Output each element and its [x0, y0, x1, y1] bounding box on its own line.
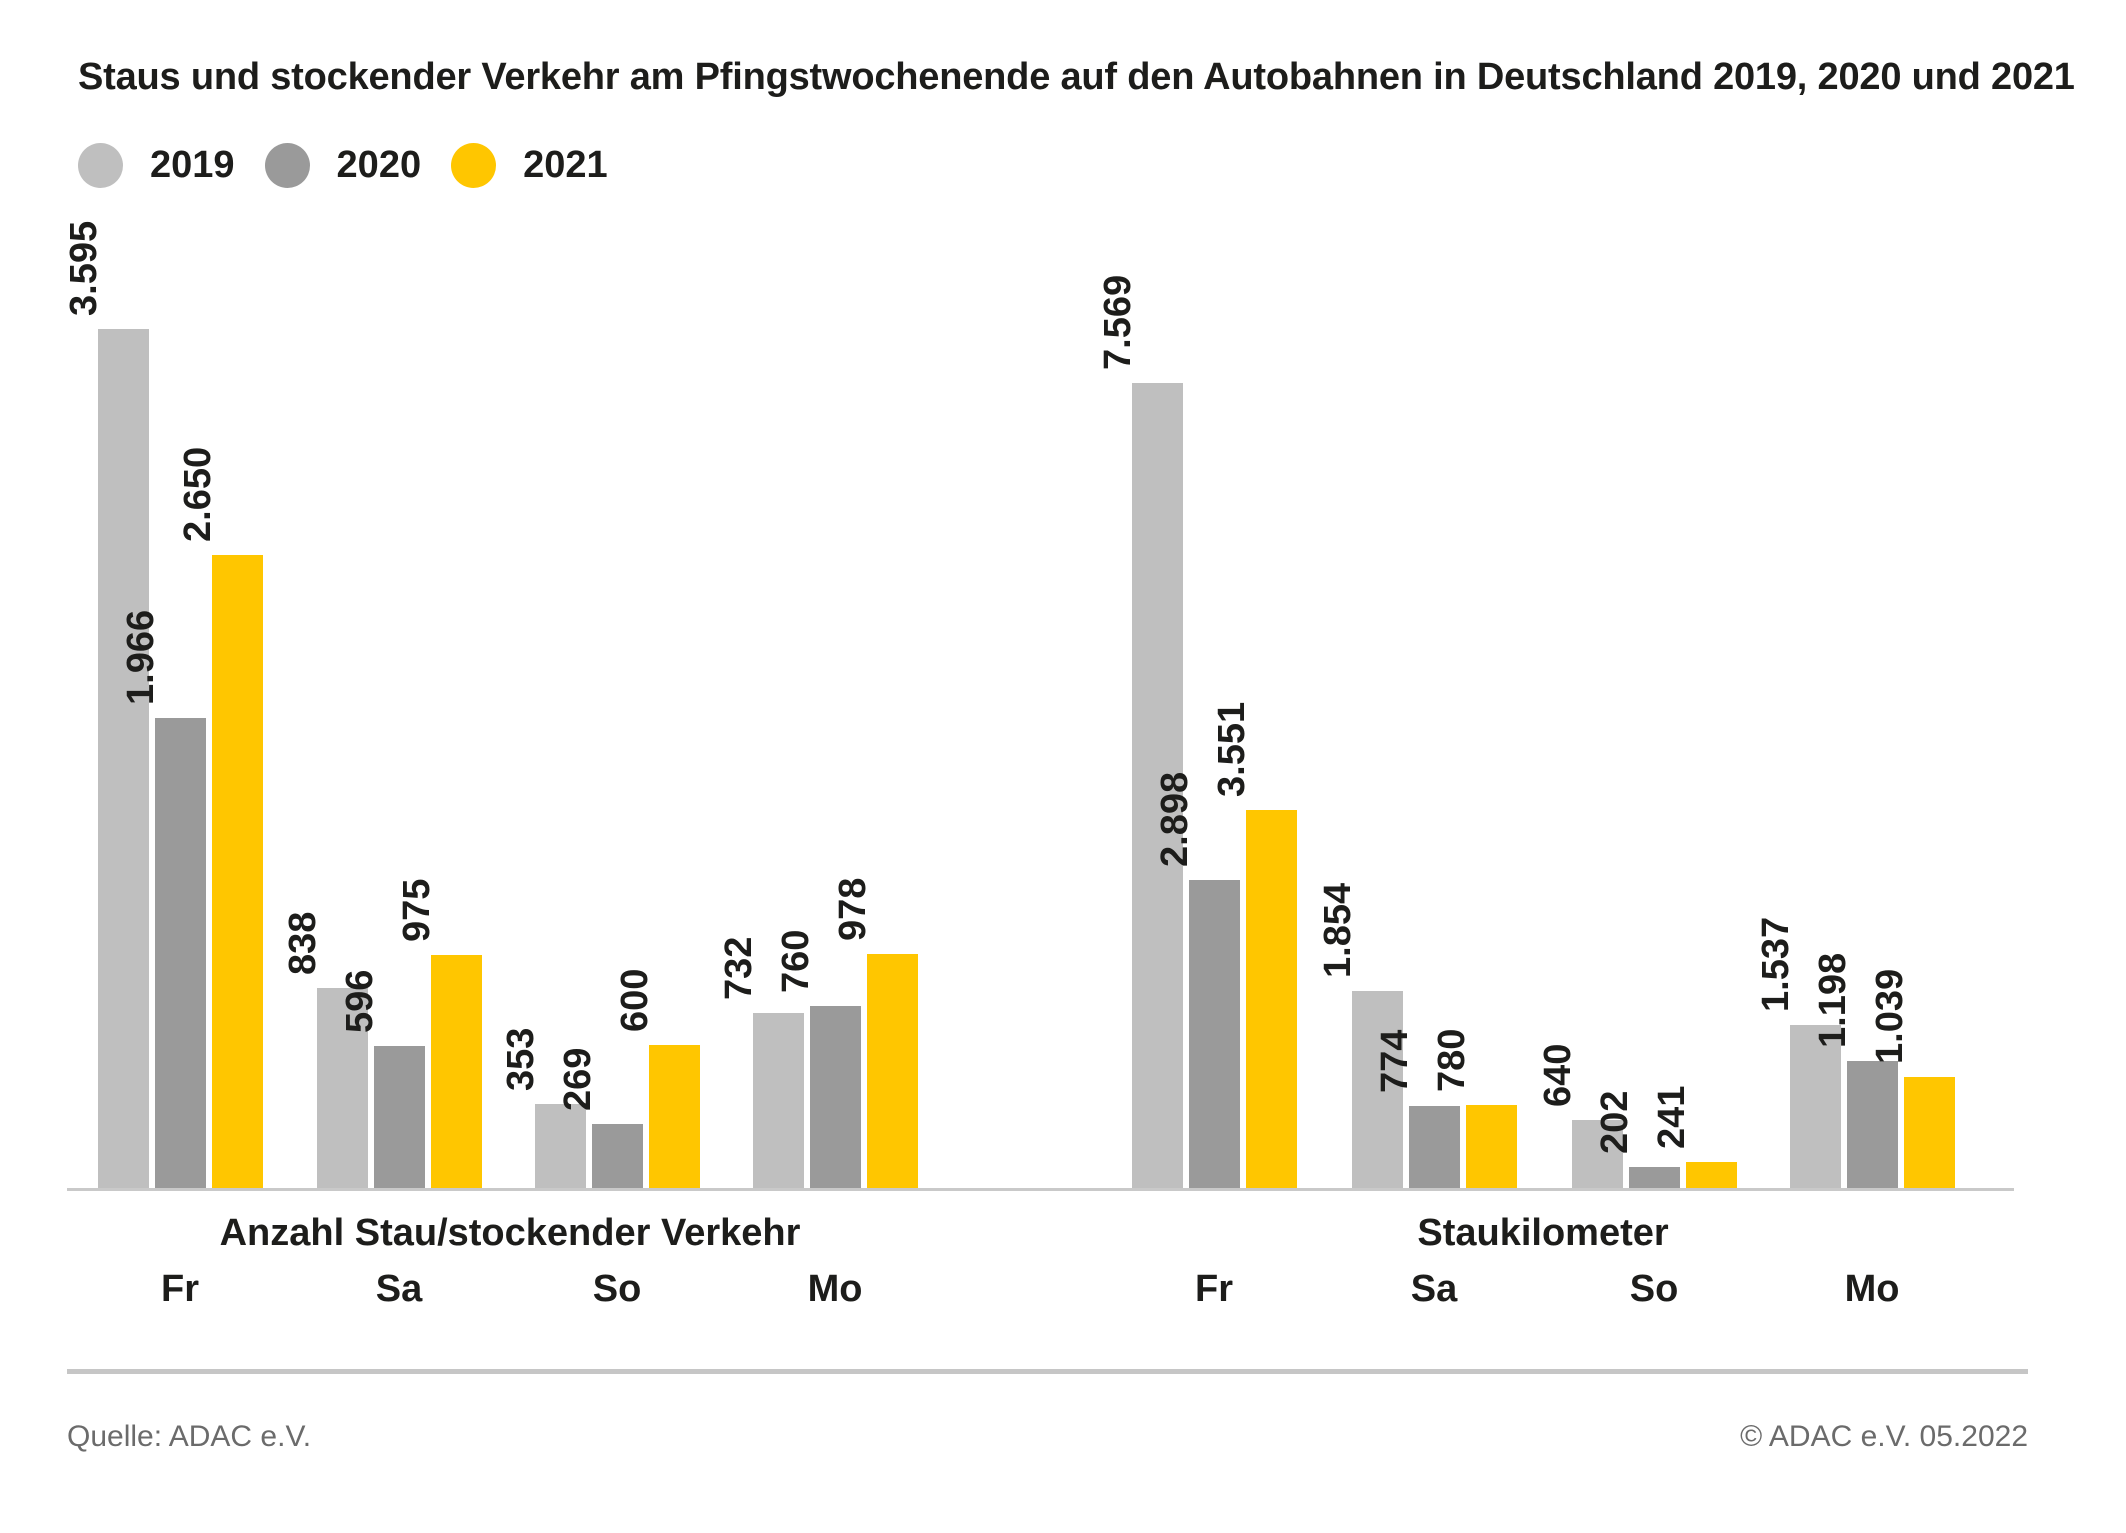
bar-anzahl-sa-2019	[317, 988, 368, 1188]
day-label-staukm-sa: Sa	[1410, 1268, 1458, 1310]
bar-staukm-sa-2020	[1409, 1106, 1460, 1188]
bar-anzahl-so-2019	[535, 1104, 586, 1188]
bar-label-anzahl-so-2021: 600	[614, 968, 656, 1032]
bar-staukm-fr-2021	[1246, 810, 1297, 1188]
bar-label-staukm-mo-2021: 1.039	[1869, 968, 1911, 1064]
bar-staukm-so-2020	[1629, 1167, 1680, 1188]
bar-label-staukm-so-2020: 202	[1594, 1090, 1636, 1154]
bar-label-staukm-fr-2019: 7.569	[1097, 274, 1139, 370]
bar-anzahl-so-2020	[592, 1124, 643, 1188]
bar-staukm-mo-2020	[1847, 1061, 1898, 1188]
bar-label-anzahl-so-2019: 353	[500, 1027, 542, 1091]
bar-label-staukm-mo-2019: 1.537	[1755, 916, 1797, 1012]
bar-label-anzahl-sa-2019: 838	[282, 911, 324, 975]
legend-swatch-2020	[264, 143, 310, 188]
bar-label-anzahl-fr-2020: 1.966	[120, 609, 162, 705]
bar-anzahl-mo-2019	[753, 1013, 804, 1188]
legend-label-2020: 2020	[336, 144, 422, 186]
bar-label-anzahl-mo-2019: 732	[718, 936, 760, 1000]
bar-staukm-mo-2021	[1904, 1077, 1955, 1188]
bar-label-anzahl-fr-2019: 3.595	[63, 220, 105, 316]
bar-anzahl-mo-2020	[810, 1006, 861, 1188]
bar-staukm-sa-2019	[1352, 991, 1403, 1188]
group-title-anzahl: Anzahl Stau/stockender Verkehr	[219, 1212, 801, 1254]
divider-line	[67, 1369, 2028, 1374]
legend-item-2021: 2021	[451, 143, 608, 188]
bar-label-staukm-fr-2020: 2.898	[1154, 771, 1196, 867]
bar-label-anzahl-sa-2020: 596	[339, 969, 381, 1033]
x-axis-line	[67, 1188, 2014, 1191]
bar-anzahl-sa-2020	[374, 1046, 425, 1188]
bar-anzahl-fr-2021	[212, 555, 263, 1188]
day-label-staukm-so: So	[1629, 1268, 1679, 1310]
legend: 2019 2020 2021	[78, 143, 638, 188]
bar-label-staukm-sa-2019: 1.854	[1317, 882, 1359, 978]
bar-label-anzahl-mo-2021: 978	[832, 877, 874, 941]
day-label-staukm-mo: Mo	[1844, 1268, 1900, 1310]
footer-copyright: © ADAC e.V. 05.2022	[1740, 1420, 2028, 1453]
day-label-staukm-fr: Fr	[1195, 1268, 1233, 1310]
bar-anzahl-fr-2019	[98, 329, 149, 1188]
bar-staukm-mo-2019	[1790, 1025, 1841, 1188]
legend-swatch-2019	[78, 143, 123, 188]
bar-label-staukm-mo-2020: 1.198	[1812, 952, 1854, 1048]
bar-anzahl-fr-2020	[155, 718, 206, 1188]
bar-label-staukm-sa-2021: 780	[1431, 1028, 1473, 1092]
bar-label-anzahl-mo-2020: 760	[775, 929, 817, 993]
bar-label-anzahl-sa-2021: 975	[396, 878, 438, 942]
bar-staukm-so-2019	[1572, 1120, 1623, 1188]
day-label-anzahl-mo: Mo	[807, 1268, 863, 1310]
legend-item-2020: 2020	[264, 143, 422, 188]
page-title: Staus und stockender Verkehr am Pfingstw…	[78, 56, 2075, 98]
legend-label-2019: 2019	[150, 144, 235, 186]
bar-label-staukm-sa-2020: 774	[1374, 1029, 1416, 1093]
day-label-anzahl-sa: Sa	[375, 1268, 423, 1310]
legend-swatch-2021	[451, 143, 497, 188]
group-title-staukm: Staukilometer	[1417, 1212, 1669, 1254]
bar-label-anzahl-fr-2021: 2.650	[177, 446, 219, 542]
bar-staukm-so-2021	[1686, 1162, 1737, 1188]
bar-label-staukm-so-2019: 640	[1537, 1043, 1579, 1107]
bar-label-staukm-so-2021: 241	[1651, 1085, 1693, 1149]
bar-anzahl-sa-2021	[431, 955, 482, 1188]
bar-anzahl-mo-2021	[867, 954, 918, 1188]
bar-anzahl-so-2021	[649, 1045, 700, 1188]
legend-label-2021: 2021	[523, 144, 608, 186]
bar-staukm-fr-2020	[1189, 880, 1240, 1188]
bar-label-staukm-fr-2021: 3.551	[1211, 701, 1253, 797]
legend-item-2019: 2019	[78, 143, 235, 188]
footer-source: Quelle: ADAC e.V.	[67, 1420, 312, 1453]
bar-label-anzahl-so-2020: 269	[557, 1047, 599, 1111]
bar-staukm-fr-2019	[1132, 383, 1183, 1188]
bar-staukm-sa-2021	[1466, 1105, 1517, 1188]
day-label-anzahl-so: So	[592, 1268, 642, 1310]
day-label-anzahl-fr: Fr	[161, 1268, 199, 1310]
